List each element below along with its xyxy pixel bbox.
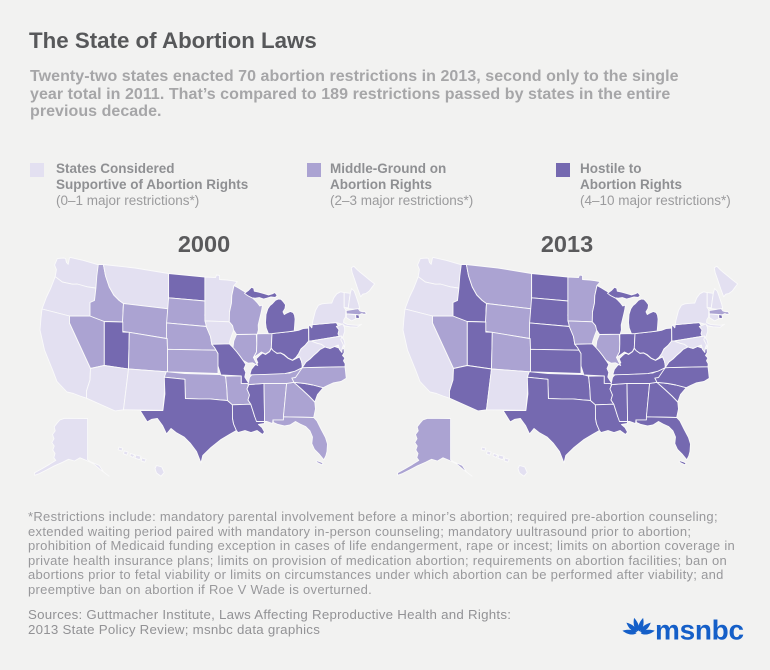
svg-text:msnbc: msnbc bbox=[655, 615, 744, 646]
